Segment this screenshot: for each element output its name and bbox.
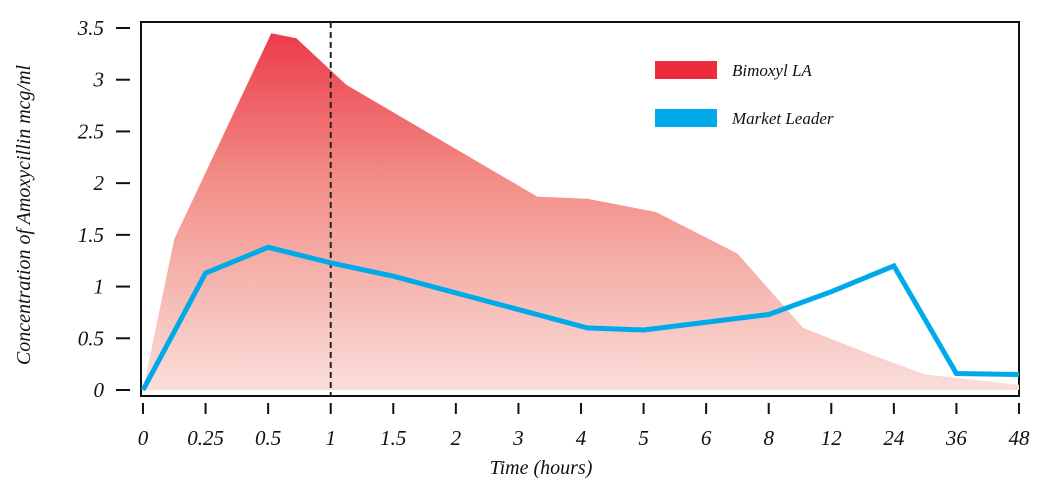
y-axis-label: Concentration of Amoxycillin mcg/ml — [13, 64, 35, 365]
legend-label-bimoxyl-la: Bimoxyl LA — [732, 61, 812, 80]
x-tick-label: 4 — [576, 426, 587, 450]
x-tick-label: 0 — [138, 426, 149, 450]
x-tick-label: 48 — [1009, 426, 1031, 450]
legend-swatch-bimoxyl-la — [655, 61, 717, 79]
x-tick-label: 0.25 — [187, 426, 224, 450]
series-area-bimoxyl-la — [143, 33, 1019, 390]
x-tick-label: 1 — [325, 426, 336, 450]
y-tick-label: 0 — [94, 378, 105, 402]
x-tick-label: 24 — [883, 426, 905, 450]
x-tick-label: 2 — [451, 426, 462, 450]
x-tick-label: 8 — [763, 426, 774, 450]
y-tick-label: 2.5 — [78, 119, 104, 143]
x-axis-label: Time (hours) — [490, 457, 593, 479]
x-tick-label: 36 — [945, 426, 968, 450]
series-line-market-leader — [140, 244, 1020, 392]
x-tick-label: 12 — [821, 426, 843, 450]
x-tick-label: 3 — [512, 426, 524, 450]
y-tick-label: 3.5 — [77, 16, 104, 40]
legend-label-market-leader: Market Leader — [731, 109, 834, 128]
y-tick-label: 3 — [93, 68, 105, 92]
y-tick-label: 2 — [94, 171, 105, 195]
y-tick-label: 1 — [94, 275, 105, 299]
y-tick-label: 1.5 — [78, 223, 104, 247]
y-tick-label: 0.5 — [78, 326, 104, 350]
legend: Bimoxyl LA Market Leader — [655, 61, 834, 128]
legend-swatch-market-leader — [655, 109, 717, 127]
x-tick-label: 1.5 — [380, 426, 406, 450]
x-tick-label: 6 — [701, 426, 712, 450]
x-tick-label: 0.5 — [255, 426, 281, 450]
x-tick-label: 5 — [638, 426, 649, 450]
plot-frame — [140, 21, 1020, 397]
